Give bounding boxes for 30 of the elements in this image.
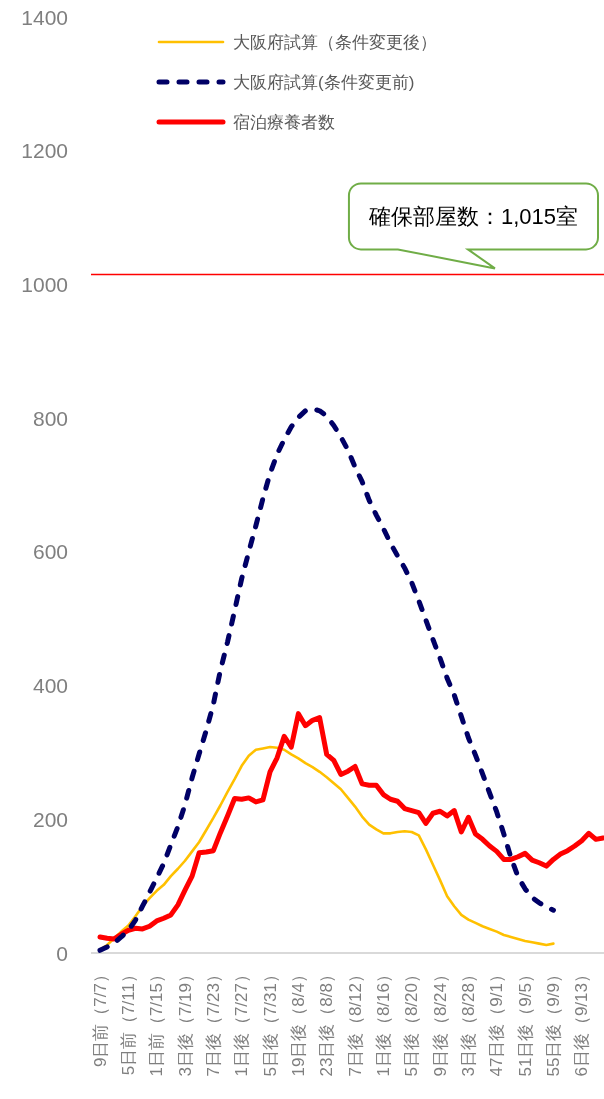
x-tick-label: 7日後（7/23） — [203, 966, 223, 1077]
x-tick-label: 3日後（7/19） — [175, 966, 195, 1077]
y-tick-label: 1200 — [21, 139, 68, 163]
x-tick-label: 47日後（9/1） — [487, 966, 507, 1077]
y-tick-label: 400 — [32, 674, 68, 698]
y-tick-label: 1000 — [21, 272, 68, 296]
y-tick-label: 0 — [56, 941, 68, 965]
x-tick-label: 5日後（7/31） — [260, 966, 280, 1077]
x-tick-label: 6日後（9/13） — [572, 966, 592, 1077]
x-tick-label: 51日後（9/5） — [515, 966, 535, 1077]
x-tick-label: 1日後（8/16） — [373, 966, 393, 1077]
x-tick-label: 19日後（8/4） — [288, 966, 308, 1077]
y-tick-label: 200 — [32, 807, 68, 831]
x-tick-label: 3日後（8/28） — [458, 966, 478, 1077]
x-tick-label: 9日前（7/7） — [90, 966, 110, 1068]
legend-label: 大阪府試算(条件変更前) — [233, 72, 415, 92]
x-tick-label: 1日前（7/15） — [147, 966, 167, 1077]
y-tick-label: 1400 — [21, 5, 68, 29]
x-tick-label: 1日後（7/27） — [232, 966, 252, 1077]
x-tick-label: 9日後（8/24） — [430, 966, 450, 1077]
x-tick-label: 23日後（8/8） — [317, 966, 337, 1077]
x-tick-label: 7日後（8/12） — [345, 966, 365, 1077]
legend-label: 大阪府試算（条件変更後） — [233, 32, 437, 52]
x-tick-label: 5日前（7/11） — [118, 966, 138, 1076]
y-tick-label: 800 — [32, 406, 68, 430]
y-tick-label: 600 — [32, 540, 68, 564]
ref-line-label: 確保部屋数：1,015室 — [367, 203, 578, 229]
x-tick-label: 55日後（9/9） — [543, 966, 563, 1077]
legend-label: 宿泊療養者数 — [233, 112, 335, 132]
x-tick-label: 5日後（8/20） — [402, 966, 422, 1077]
